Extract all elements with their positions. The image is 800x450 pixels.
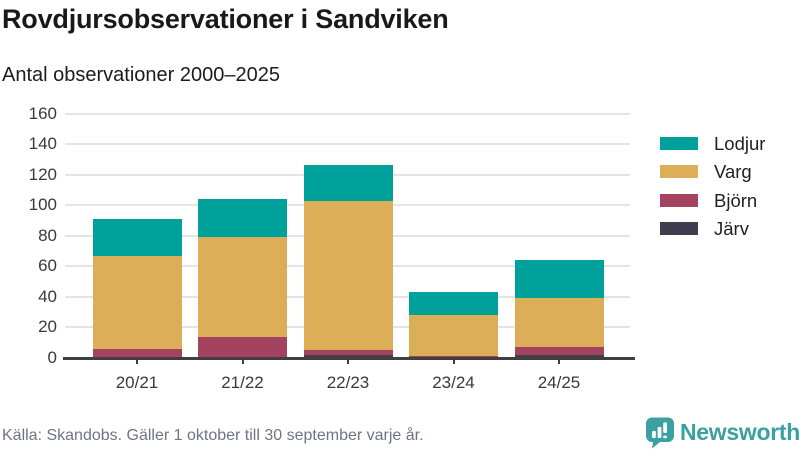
- legend-label-järv: Järv: [714, 217, 749, 239]
- newsworthy-logo: Newsworthy: [645, 416, 800, 450]
- y-axis-tick-label: 140: [28, 134, 57, 154]
- bar-segment-björn-20-21: [92, 348, 182, 358]
- y-axis-tick-label: 0: [47, 348, 57, 367]
- x-axis-tick-label: 23/24: [432, 373, 475, 392]
- bar-segment-varg-20-21: [92, 255, 182, 349]
- bar-segment-lodjur-23-24: [409, 292, 498, 316]
- legend-label-lodjur: Lodjur: [714, 133, 766, 154]
- bar-segment-björn-24-25: [514, 347, 604, 355]
- y-axis-tick-label: 120: [28, 164, 57, 184]
- legend-swatch-björn: [660, 193, 698, 207]
- x-axis-tick: [558, 359, 560, 364]
- bar-segment-järv-22-23: [303, 354, 393, 358]
- y-axis-tick-label: 160: [28, 103, 57, 123]
- x-axis-tick-label: 21/22: [221, 373, 264, 392]
- bar-segment-varg-23-24: [409, 315, 498, 357]
- x-axis-tick: [136, 359, 138, 364]
- legend-swatch-varg: [660, 165, 698, 179]
- page-title: Rovdjursobservationer i Sandviken: [2, 4, 449, 34]
- x-axis-tick: [347, 359, 349, 364]
- legend-swatch-lodjur: [660, 137, 698, 150]
- x-axis-tick: [241, 359, 244, 364]
- bar-segment-lodjur-20-21: [92, 218, 182, 256]
- gridline-160: [65, 112, 630, 115]
- newsworthy-wordmark: Newsworthy: [680, 419, 800, 445]
- bar-segment-järv-24-25: [514, 354, 604, 358]
- x-axis-tick-label: 24/25: [537, 373, 581, 392]
- y-axis-tick-label: 40: [38, 286, 57, 306]
- bar-segment-varg-22-23: [303, 200, 393, 351]
- bar-segment-björn-22-23: [303, 350, 393, 355]
- legend-label-varg: Varg: [714, 161, 752, 183]
- legend-swatch-järv: [660, 221, 698, 235]
- chart-subtitle: Antal observationer 2000–2025: [2, 64, 280, 86]
- y-axis-tick-label: 80: [38, 225, 57, 245]
- x-axis-tick-label: 20/21: [115, 373, 159, 392]
- y-axis-tick-label: 20: [38, 317, 57, 337]
- bar-segment-lodjur-24-25: [514, 260, 604, 299]
- y-axis-tick-label: 60: [38, 256, 57, 276]
- bar-segment-varg-21-22: [198, 237, 287, 337]
- x-axis-line: [63, 357, 635, 360]
- bar-segment-björn-21-22: [198, 336, 287, 358]
- source-note: Källa: Skandobs. Gäller 1 oktober till 3…: [2, 427, 424, 444]
- y-axis-tick-label: 100: [28, 195, 57, 215]
- bar-segment-lodjur-21-22: [198, 199, 287, 238]
- x-axis-tick: [452, 359, 455, 364]
- gridline-140: [65, 143, 630, 146]
- newsworthy-bubble-icon: [646, 417, 674, 449]
- x-axis-tick-label: 22/23: [326, 373, 370, 392]
- bar-segment-varg-24-25: [514, 298, 604, 348]
- bar-segment-lodjur-22-23: [303, 165, 393, 201]
- legend-label-björn: Björn: [714, 189, 758, 211]
